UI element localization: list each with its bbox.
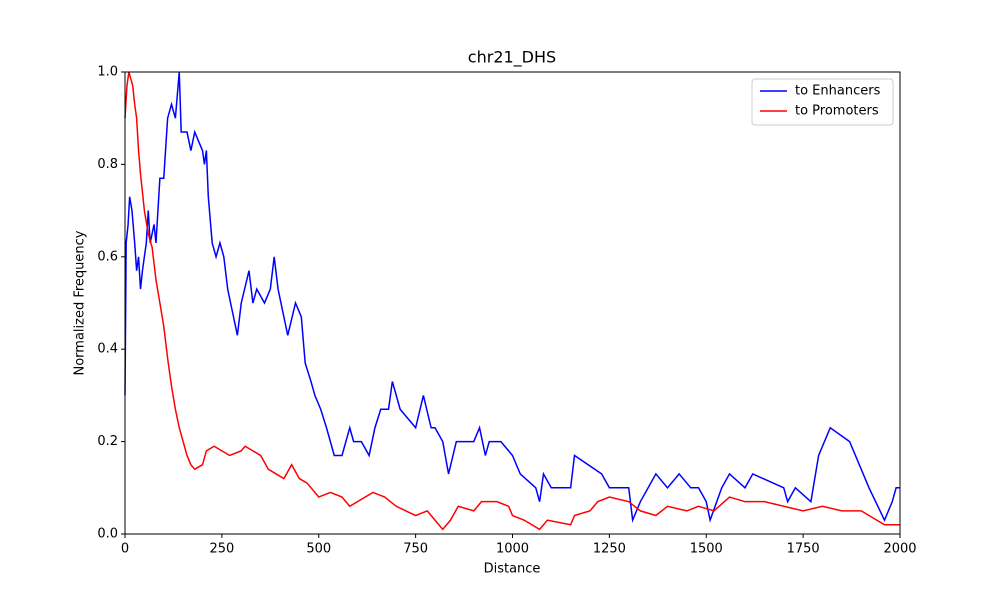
y-tick-label: 0.0 <box>97 527 118 542</box>
x-tick-label: 0 <box>121 542 129 557</box>
chart-title: chr21_DHS <box>468 48 556 68</box>
line-series <box>124 71 900 524</box>
plot-frame <box>124 71 901 535</box>
x-tick-label: 1500 <box>690 542 723 557</box>
x-tick-label: 1000 <box>496 542 529 557</box>
x-axis-label: Distance <box>484 562 541 577</box>
legend-box <box>751 78 894 126</box>
line-series <box>124 71 900 531</box>
y-tick-label: 0.2 <box>97 434 118 449</box>
y-axis-label: Normalized Frequency <box>73 230 88 375</box>
y-tick-label: 0.4 <box>97 342 118 357</box>
x-tick-label: 250 <box>209 542 234 557</box>
x-tick-label: 500 <box>306 542 331 557</box>
y-tick-label: 0.8 <box>97 157 118 172</box>
legend-label: to Enhancers <box>795 84 881 99</box>
x-tick-label: 1250 <box>593 542 626 557</box>
x-tick-label: 750 <box>403 542 428 557</box>
x-tick-label: 2000 <box>883 542 916 557</box>
y-tick-label: 0.6 <box>97 249 118 264</box>
y-tick-label: 1.0 <box>97 65 118 80</box>
legend-label: to Promoters <box>795 104 879 119</box>
x-tick-label: 1750 <box>787 542 820 557</box>
